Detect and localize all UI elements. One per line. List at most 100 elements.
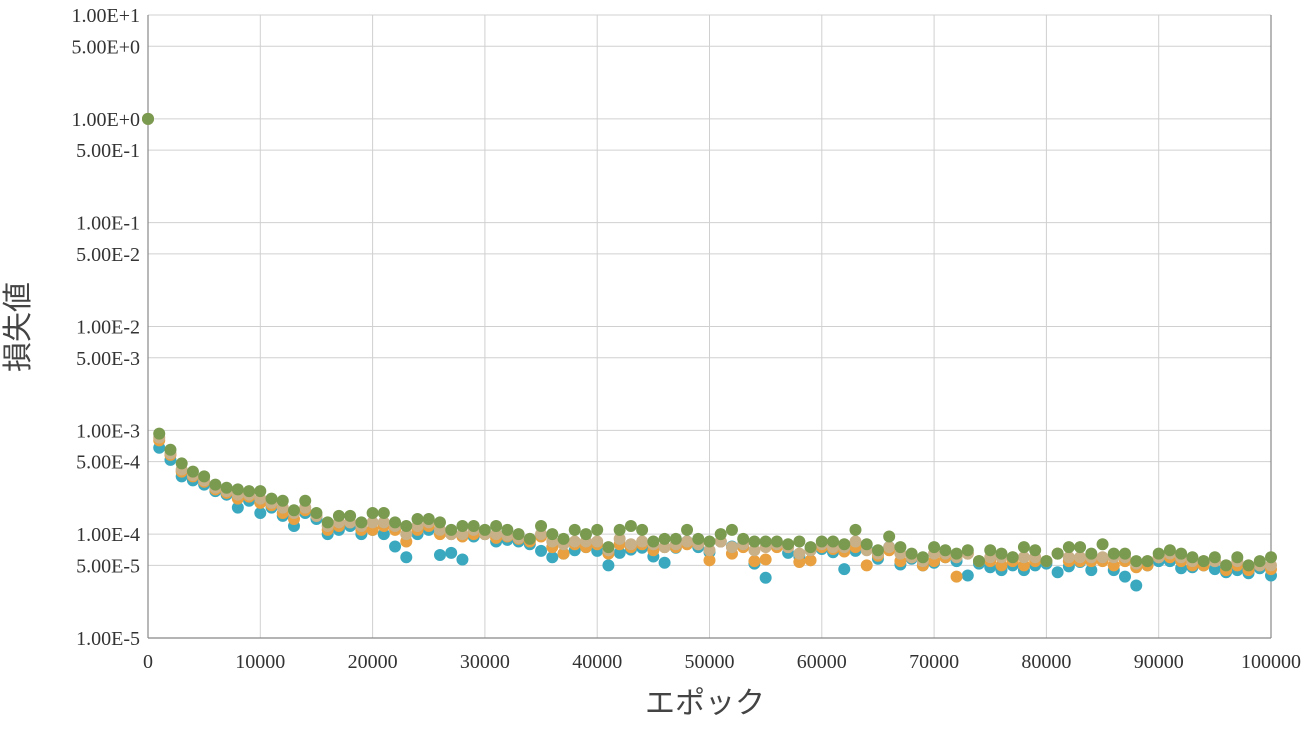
data-point <box>445 546 458 559</box>
data-point <box>714 528 727 541</box>
data-point <box>344 509 357 522</box>
data-point <box>613 523 626 536</box>
data-point <box>400 551 413 564</box>
x-axis-title: エポック <box>645 686 765 721</box>
data-point <box>366 516 379 529</box>
data-point <box>400 519 413 532</box>
y-tick-label: 1.00E-3 <box>76 420 140 442</box>
data-point <box>377 528 390 541</box>
data-point <box>636 535 649 548</box>
x-tick-label: 80000 <box>1021 651 1071 673</box>
data-point <box>366 506 379 519</box>
data-point <box>703 535 716 548</box>
x-tick-label: 100000 <box>1241 651 1301 673</box>
data-point <box>624 519 637 532</box>
data-point <box>995 559 1008 572</box>
data-point <box>568 535 581 548</box>
data-point <box>355 516 368 529</box>
data-point <box>748 544 761 557</box>
data-point <box>748 535 761 548</box>
data-point <box>669 532 682 545</box>
data-point <box>737 532 750 545</box>
data-point <box>894 541 907 554</box>
data-point <box>1119 570 1132 583</box>
y-tick-label: 5.00E-4 <box>76 452 140 474</box>
data-point <box>703 544 716 557</box>
data-point <box>939 544 952 557</box>
data-point <box>153 427 166 440</box>
y-tick-label: 1.00E-4 <box>76 524 140 546</box>
x-tick-label: 60000 <box>797 651 847 673</box>
data-point <box>231 501 244 514</box>
data-point <box>198 470 211 483</box>
data-point <box>725 541 738 554</box>
data-point <box>647 535 660 548</box>
data-point <box>950 570 963 583</box>
data-point <box>456 553 469 566</box>
series-3-points <box>142 112 1277 572</box>
data-point <box>793 547 806 560</box>
data-point <box>332 509 345 522</box>
data-point <box>1074 541 1087 554</box>
data-point <box>1085 564 1098 577</box>
data-point <box>389 516 402 529</box>
data-point <box>433 516 446 529</box>
data-point <box>1074 551 1087 564</box>
data-point <box>602 559 615 572</box>
data-point <box>445 523 458 536</box>
y-tick-label: 1.00E+0 <box>72 109 141 131</box>
data-point <box>602 541 615 554</box>
data-point <box>1062 551 1075 564</box>
data-point <box>1107 559 1120 572</box>
x-tick-label: 20000 <box>348 651 398 673</box>
y-tick-label: 5.00E+0 <box>72 36 141 58</box>
data-point <box>456 528 469 541</box>
data-point <box>1242 559 1255 572</box>
data-point <box>389 540 402 553</box>
data-point <box>804 554 817 567</box>
y-tick-label: 1.00E-5 <box>76 628 140 650</box>
data-point <box>624 538 637 551</box>
data-point <box>1220 559 1233 572</box>
data-point <box>478 523 491 536</box>
data-point <box>1029 544 1042 557</box>
data-point <box>703 554 716 567</box>
data-point <box>535 528 548 541</box>
data-point <box>591 523 604 536</box>
data-point <box>535 519 548 532</box>
data-point <box>681 535 694 548</box>
data-point <box>860 538 873 551</box>
data-point <box>1096 538 1109 551</box>
data-point <box>1265 559 1277 572</box>
data-point <box>1062 541 1075 554</box>
data-point <box>1163 544 1176 557</box>
data-point <box>400 528 413 541</box>
data-point <box>793 535 806 548</box>
data-point <box>849 535 862 548</box>
data-point <box>377 516 390 529</box>
y-tick-labels: 1.00E+1 5.00E+0 1.00E+0 5.00E-1 1.00E-1 5.00E… <box>72 5 141 650</box>
data-point <box>265 492 278 505</box>
data-point <box>490 528 503 541</box>
data-point <box>725 523 738 536</box>
data-point <box>961 544 974 557</box>
data-point <box>658 556 671 569</box>
data-point <box>254 485 267 498</box>
data-point <box>804 541 817 554</box>
y-tick-label: 1.00E-1 <box>76 213 140 235</box>
data-point <box>692 532 705 545</box>
x-tick-label: 30000 <box>460 651 510 673</box>
data-point <box>995 547 1008 560</box>
data-point <box>209 478 222 491</box>
y-tick-label: 5.00E-5 <box>76 555 140 577</box>
x-tick-label: 50000 <box>685 651 735 673</box>
data-point <box>815 535 828 548</box>
data-point <box>681 523 694 536</box>
data-point <box>770 535 783 548</box>
data-point <box>1107 547 1120 560</box>
data-point <box>568 523 581 536</box>
data-point <box>1017 559 1030 572</box>
data-point <box>1017 551 1030 564</box>
data-point <box>299 494 312 507</box>
data-point <box>243 485 256 498</box>
